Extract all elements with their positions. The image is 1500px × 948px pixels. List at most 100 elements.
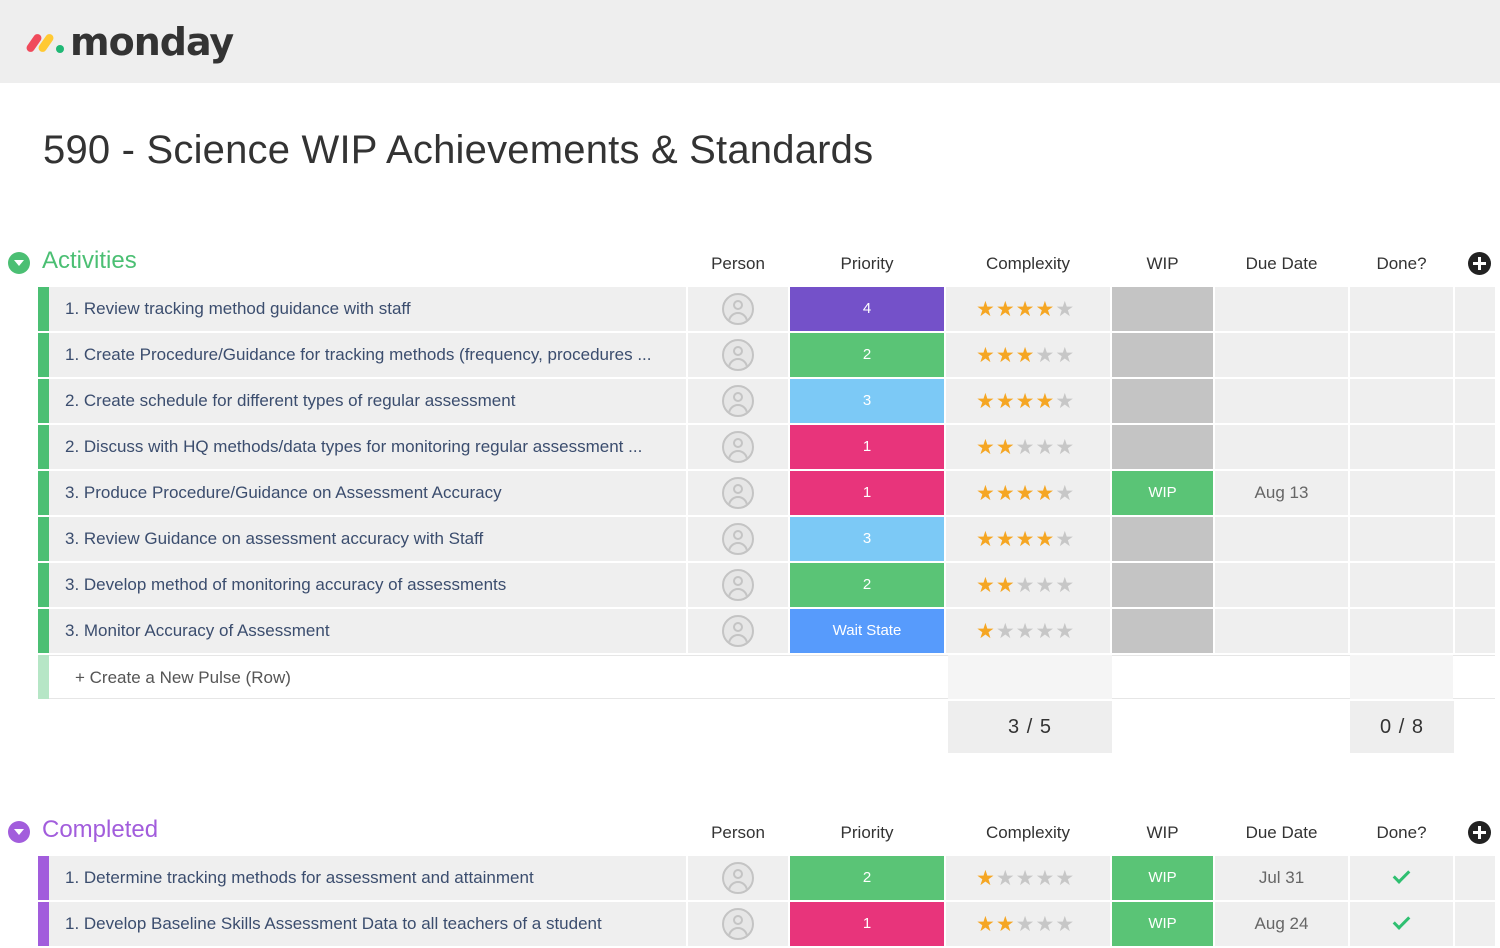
column-header-priority[interactable]: Priority bbox=[840, 823, 894, 842]
done-checkbox[interactable] bbox=[1350, 425, 1453, 469]
star-icon[interactable]: ★ bbox=[976, 619, 996, 643]
table-row[interactable]: 1. Determine tracking methods for assess… bbox=[0, 856, 1500, 902]
person-cell[interactable] bbox=[688, 333, 788, 377]
star-icon[interactable]: ★ bbox=[976, 866, 996, 890]
due-date[interactable] bbox=[1215, 563, 1348, 607]
priority-status[interactable]: 1 bbox=[790, 471, 944, 515]
star-icon[interactable]: ★ bbox=[1055, 343, 1076, 367]
pulse-name[interactable]: 3. Review Guidance on assessment accurac… bbox=[49, 517, 686, 561]
star-icon[interactable]: ★ bbox=[976, 343, 996, 367]
star-icon[interactable]: ★ bbox=[976, 527, 996, 551]
star-icon[interactable]: ★ bbox=[1055, 389, 1076, 413]
pulse-name[interactable]: 2. Discuss with HQ methods/data types fo… bbox=[49, 425, 686, 469]
priority-status[interactable]: 1 bbox=[790, 902, 944, 946]
priority-status[interactable]: 2 bbox=[790, 563, 944, 607]
person-cell[interactable] bbox=[688, 563, 788, 607]
star-icon[interactable]: ★ bbox=[1015, 573, 1036, 597]
due-date[interactable]: Jul 31 bbox=[1215, 856, 1348, 900]
group-title[interactable]: Activities bbox=[42, 247, 137, 274]
star-icon[interactable]: ★ bbox=[1015, 343, 1036, 367]
star-icon[interactable]: ★ bbox=[995, 619, 1016, 643]
person-avatar-icon[interactable] bbox=[722, 569, 754, 601]
collapse-chevron-icon[interactable] bbox=[8, 252, 30, 274]
done-checkbox[interactable] bbox=[1350, 902, 1453, 946]
collapse-chevron-icon[interactable] bbox=[8, 821, 30, 843]
column-header-priority[interactable]: Priority bbox=[840, 254, 894, 273]
person-cell[interactable] bbox=[688, 902, 788, 946]
star-icon[interactable]: ★ bbox=[995, 527, 1016, 551]
star-icon[interactable]: ★ bbox=[1015, 435, 1036, 459]
star-icon[interactable]: ★ bbox=[995, 435, 1016, 459]
done-checkbox[interactable] bbox=[1350, 563, 1453, 607]
star-icon[interactable]: ★ bbox=[976, 912, 996, 936]
table-row[interactable]: 3. Monitor Accuracy of Assessment Wait St… bbox=[0, 609, 1500, 655]
person-avatar-icon[interactable] bbox=[722, 385, 754, 417]
pulse-name[interactable]: 2. Create schedule for different types o… bbox=[49, 379, 686, 423]
done-checkbox[interactable] bbox=[1350, 471, 1453, 515]
wip-status[interactable] bbox=[1112, 517, 1213, 561]
star-icon[interactable]: ★ bbox=[1015, 481, 1036, 505]
star-icon[interactable]: ★ bbox=[976, 389, 996, 413]
wip-status[interactable] bbox=[1112, 563, 1213, 607]
done-checkbox[interactable] bbox=[1350, 333, 1453, 377]
person-cell[interactable] bbox=[688, 517, 788, 561]
star-icon[interactable]: ★ bbox=[995, 389, 1016, 413]
wip-status[interactable] bbox=[1112, 609, 1213, 653]
person-avatar-icon[interactable] bbox=[722, 908, 754, 940]
table-row[interactable]: 2. Create schedule for different types o… bbox=[0, 379, 1500, 425]
column-header-complexity[interactable]: Complexity bbox=[985, 823, 1071, 842]
complexity-rating[interactable]: ★★★★★ bbox=[946, 425, 1110, 469]
column-header-done[interactable]: Done? bbox=[1376, 254, 1427, 273]
monday-logo[interactable]: monday bbox=[24, 20, 234, 64]
person-avatar-icon[interactable] bbox=[722, 431, 754, 463]
star-icon[interactable]: ★ bbox=[1055, 866, 1076, 890]
star-icon[interactable]: ★ bbox=[995, 573, 1016, 597]
star-icon[interactable]: ★ bbox=[976, 297, 996, 321]
wip-status[interactable]: WIP bbox=[1112, 856, 1213, 900]
wip-status[interactable]: WIP bbox=[1112, 902, 1213, 946]
star-icon[interactable]: ★ bbox=[995, 866, 1016, 890]
person-avatar-icon[interactable] bbox=[722, 615, 754, 647]
star-rating[interactable]: ★★★★★ bbox=[976, 389, 1075, 413]
done-checkbox[interactable] bbox=[1350, 287, 1453, 331]
due-date[interactable]: Aug 13 bbox=[1215, 471, 1348, 515]
pulse-name[interactable]: 1. Develop Baseline Skills Assessment Da… bbox=[49, 902, 686, 946]
complexity-rating[interactable]: ★★★★★ bbox=[946, 471, 1110, 515]
priority-status[interactable]: 2 bbox=[790, 333, 944, 377]
due-date[interactable] bbox=[1215, 517, 1348, 561]
star-rating[interactable]: ★★★★★ bbox=[976, 297, 1075, 321]
new-pulse-row[interactable]: + Create a New Pulse (Row) bbox=[0, 655, 1500, 701]
person-cell[interactable] bbox=[688, 425, 788, 469]
done-checkbox[interactable] bbox=[1350, 517, 1453, 561]
column-header-due-date[interactable]: Due Date bbox=[1245, 823, 1318, 842]
star-icon[interactable]: ★ bbox=[976, 481, 996, 505]
star-rating[interactable]: ★★★★★ bbox=[976, 527, 1075, 551]
star-icon[interactable]: ★ bbox=[976, 573, 996, 597]
star-icon[interactable]: ★ bbox=[1015, 297, 1036, 321]
add-column-icon[interactable] bbox=[1468, 821, 1491, 844]
person-avatar-icon[interactable] bbox=[722, 477, 754, 509]
table-row[interactable]: 1. Create Procedure/Guidance for trackin… bbox=[0, 333, 1500, 379]
group-title[interactable]: Completed bbox=[42, 816, 159, 843]
wip-status[interactable] bbox=[1112, 287, 1213, 331]
done-checkbox[interactable] bbox=[1350, 856, 1453, 900]
pulse-name[interactable]: 3. Monitor Accuracy of Assessment bbox=[49, 609, 686, 653]
star-icon[interactable]: ★ bbox=[1035, 619, 1056, 643]
table-row[interactable]: 3. Develop method of monitoring accuracy… bbox=[0, 563, 1500, 609]
column-header-person[interactable]: Person bbox=[711, 254, 765, 273]
due-date[interactable]: Aug 24 bbox=[1215, 902, 1348, 946]
board-title[interactable]: 590 - Science WIP Achievements & Standar… bbox=[43, 128, 874, 172]
pulse-name[interactable]: 3. Produce Procedure/Guidance on Assessm… bbox=[49, 471, 686, 515]
pulse-name[interactable]: 1. Determine tracking methods for assess… bbox=[49, 856, 686, 900]
star-icon[interactable]: ★ bbox=[1055, 619, 1076, 643]
person-cell[interactable] bbox=[688, 379, 788, 423]
column-header-complexity[interactable]: Complexity bbox=[985, 254, 1071, 273]
star-icon[interactable]: ★ bbox=[1055, 297, 1076, 321]
priority-status[interactable]: Wait State bbox=[790, 609, 944, 653]
person-cell[interactable] bbox=[688, 609, 788, 653]
complexity-rating[interactable]: ★★★★★ bbox=[946, 287, 1110, 331]
table-row[interactable]: 3. Review Guidance on assessment accurac… bbox=[0, 517, 1500, 563]
star-icon[interactable]: ★ bbox=[1035, 343, 1056, 367]
priority-status[interactable]: 3 bbox=[790, 517, 944, 561]
star-icon[interactable]: ★ bbox=[1055, 527, 1076, 551]
